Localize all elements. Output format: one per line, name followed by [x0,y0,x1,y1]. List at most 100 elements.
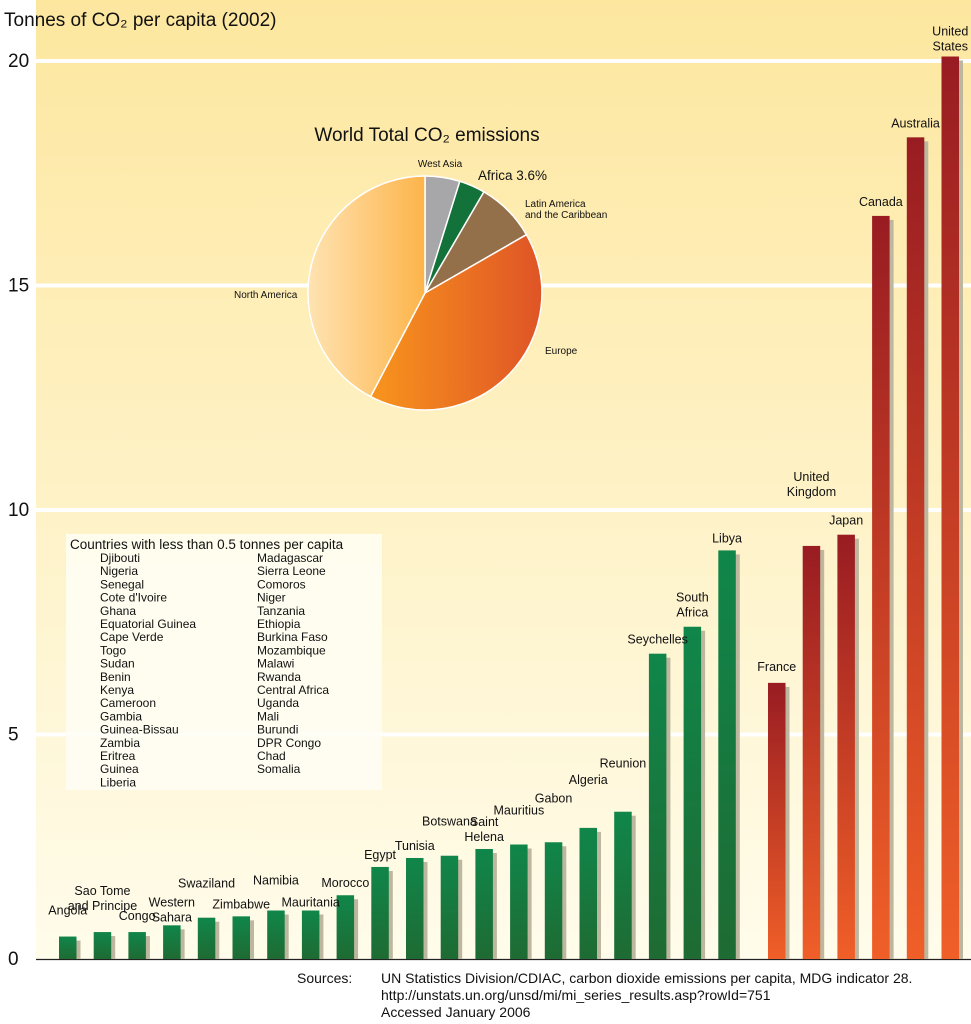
bar-label: Gabon [535,791,573,805]
bar [301,910,320,959]
bar [872,215,890,959]
small-country-item: Liberia [100,775,136,789]
gridline [36,59,971,63]
bar [941,56,959,959]
small-country-item: Uganda [257,696,299,710]
bar-label: United States [932,25,968,54]
pie-label: Europe [545,346,578,357]
small-country-item: Sierra Leone [257,564,326,578]
bar [718,550,736,959]
bar-label: Mauritius [493,804,544,818]
pie-label: West Asia [418,159,463,170]
bar-label: Seychelles [627,633,687,647]
bar-label: Japan [829,514,863,528]
bar [579,827,597,959]
small-country-item: Benin [100,670,131,684]
small-country-item: Cape Verde [100,630,164,644]
bar [906,137,925,959]
y-tick-label: 20 [8,51,29,72]
bar [163,925,181,959]
small-country-item: Nigeria [100,564,138,578]
bar-label: Reunion [600,757,647,771]
pie-slice [369,233,543,411]
small-country-item: Chad [257,749,286,763]
bar-label: Egypt [364,848,396,862]
small-country-item: Ethiopia [257,617,301,631]
bar-label: Morocco [321,876,369,890]
bar [128,932,146,959]
gridline [36,732,971,737]
bar-label: Congo [119,909,156,923]
y-tick-label: 10 [8,500,29,521]
pie-chart: West Asia Africa 3.6% Latin America and the… [234,159,607,411]
small-country-item: Rwanda [257,670,301,684]
small-countries-title: Countries with less than 0.5 tonnes per … [70,537,344,552]
small-country-item: Somalia [257,762,301,776]
y-tick-label: 15 [8,276,29,297]
sources-label: Sources: [297,970,352,986]
small-country-item: Mozambique [257,643,326,657]
y-tick-label: 5 [8,725,19,746]
bar [406,857,424,959]
small-country-item: Ghana [100,604,136,618]
small-countries-box [66,534,382,790]
bar-label: United Kingdom [787,470,836,499]
small-country-item: Zambia [100,736,140,750]
small-country-item: Tanzania [257,604,305,618]
bar-label: Sao Tome and Principe [68,884,138,913]
bar-label: Canada [859,195,903,209]
bar [232,916,250,959]
bar-label: Zimbabwe [212,897,270,911]
bar [475,848,493,959]
pie-slice [307,175,426,398]
bar [59,936,77,959]
gridline [36,508,971,512]
small-country-item: Cameroon [100,696,156,710]
bar-label: Namibia [253,874,299,888]
bar-label: Angola [48,904,87,918]
pie-title: World Total CO₂ emissions [314,125,539,146]
bar [614,811,632,959]
bar-label: Tunisia [395,839,435,853]
bar [802,545,821,959]
bar [371,866,389,959]
chart-title: Tonnes of CO₂ per capita (2002) [4,10,276,31]
small-country-item: Central Africa [257,683,329,697]
bar-label: Algeria [569,773,608,787]
small-country-item: Burkina Faso [257,630,328,644]
bar-label: Western Sahara [149,895,195,924]
small-country-item: Senegal [100,577,144,591]
bar [544,842,563,959]
bar [683,626,702,959]
small-country-item: Togo [100,643,126,657]
bar [197,917,216,959]
small-country-item: Cote d'Ivoire [100,591,167,605]
pie-label: North America [234,290,298,301]
pie-label: Latin America and the Caribbean [525,199,607,221]
source-line-1: UN Statistics Division/CDIAC, carbon dio… [381,970,912,986]
bars [59,56,963,959]
bar-label: Australia [891,116,940,130]
bar-label: France [757,660,796,674]
bar-label: Swaziland [178,877,235,891]
bar-label: South Africa [676,591,709,620]
small-country-item: Malawi [257,657,294,671]
small-country-item: Djibouti [100,551,140,565]
small-country-item: Equatorial Guinea [100,617,196,631]
bar [267,910,285,959]
bar [93,932,112,959]
small-country-item: Niger [257,591,286,605]
small-country-item: Guinea-Bissau [100,723,179,737]
small-country-item: Comoros [257,577,306,591]
small-country-item: Guinea [100,762,139,776]
bar [510,844,528,959]
source-line-2: http://unstats.un.org/unsd/mi/mi_series_… [381,987,771,1003]
bar [440,855,459,959]
small-country-item: Burundi [257,723,298,737]
small-country-item: Sudan [100,657,135,671]
bar-label: Libya [712,531,742,545]
pie-label: Africa 3.6% [478,168,547,183]
